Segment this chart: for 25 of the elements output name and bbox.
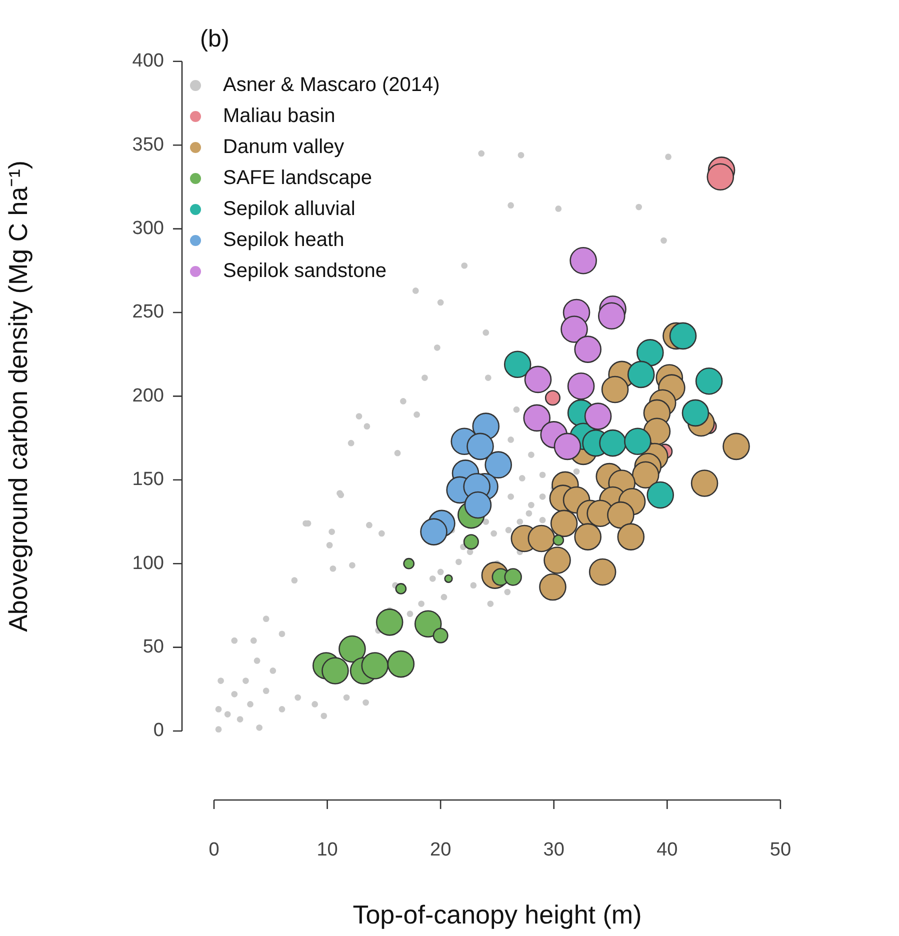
- y-tick-label: 200: [132, 385, 164, 406]
- y-tick-label: 400: [132, 50, 164, 72]
- y-tick-label: 50: [142, 636, 164, 658]
- legend-label: Asner & Mascaro (2014): [223, 73, 440, 98]
- legend-label: Sepilok alluvial: [223, 197, 356, 222]
- legend-label: Sepilok sandstone: [223, 259, 386, 284]
- x-tick-label: 40: [656, 840, 678, 861]
- y-axis-title: Aboveground carbon density (Mg C ha⁻¹): [2, 160, 33, 632]
- x-axis-title: Top-of-canopy height (m): [352, 900, 642, 930]
- y-tick-label: 150: [132, 469, 164, 490]
- legend-label: Maliau basin: [223, 104, 336, 129]
- x-tick-label: 20: [430, 840, 452, 861]
- x-tick-label: 50: [770, 840, 792, 861]
- chart-title: (b): [200, 26, 230, 53]
- y-tick-label: 250: [132, 302, 164, 323]
- x-tick-label: 10: [316, 840, 338, 861]
- y-tick-label: 0: [153, 720, 164, 742]
- x-tick-label: 0: [208, 840, 220, 861]
- legend-label: SAFE landscape: [223, 166, 372, 191]
- y-tick-label: 300: [132, 218, 164, 240]
- legend-label: Danum valley: [223, 135, 344, 160]
- y-tick-label: 100: [132, 552, 164, 574]
- y-tick-label: 350: [132, 134, 164, 156]
- x-tick-label: 30: [543, 840, 564, 861]
- legend-label: Sepilok heath: [223, 228, 344, 253]
